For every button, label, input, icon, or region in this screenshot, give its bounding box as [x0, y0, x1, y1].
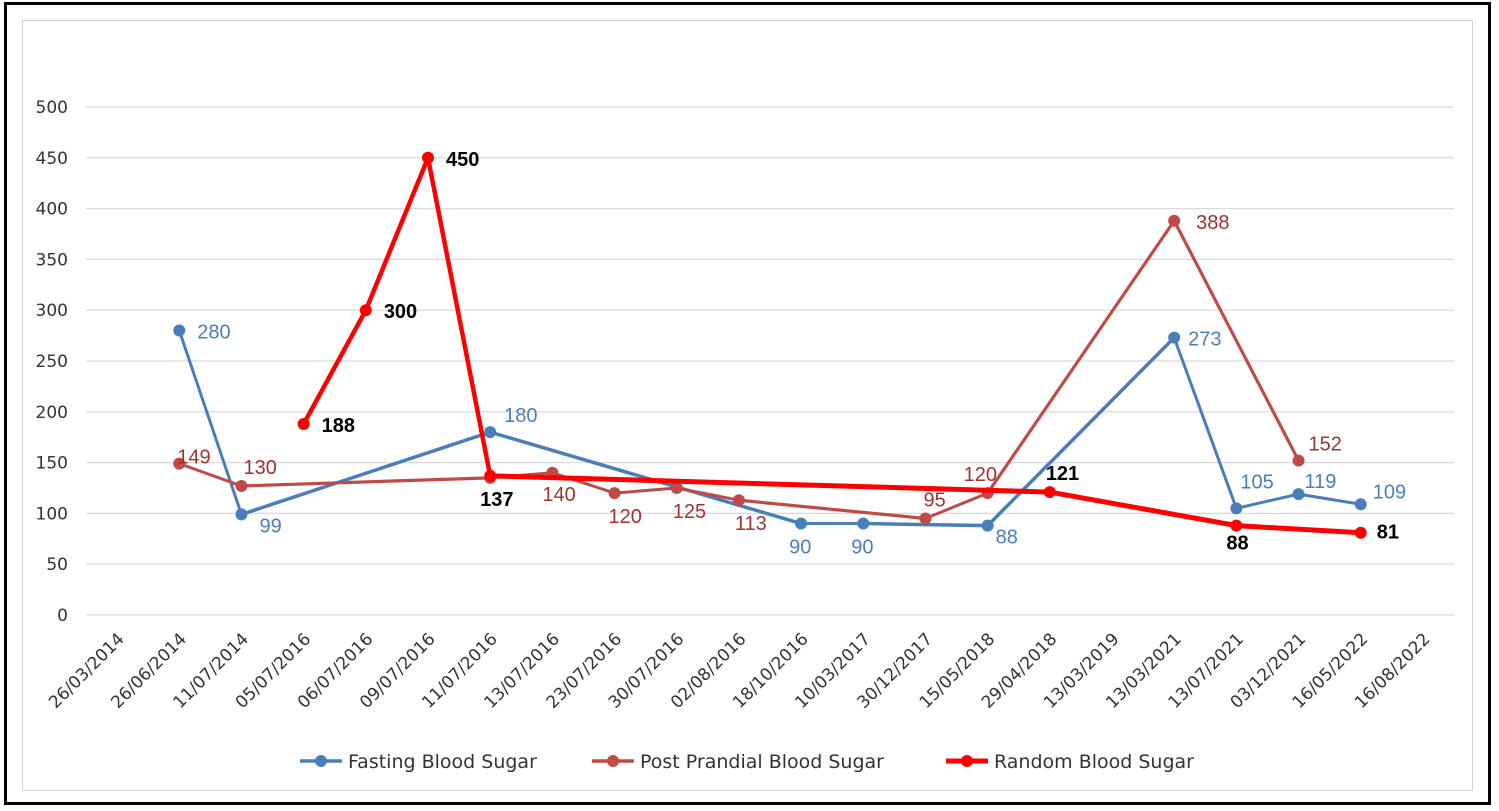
series-line-segment: [985, 335, 1176, 528]
data-label: 120: [609, 506, 642, 528]
data-label: 180: [504, 405, 537, 427]
data-point: [981, 519, 994, 532]
y-tick-label: 0: [57, 606, 68, 626]
y-tick-label: 450: [36, 149, 68, 169]
legend-item: Random Blood Sugar: [946, 751, 1194, 773]
y-tick-label: 500: [36, 98, 68, 118]
legend-marker: [315, 755, 327, 767]
data-point: [1230, 519, 1243, 532]
series-line-segment: [425, 155, 493, 479]
series-line-segment: [1234, 492, 1301, 510]
data-point: [795, 517, 808, 530]
data-label: 152: [1309, 434, 1342, 456]
series-line-segment: [239, 430, 492, 517]
data-label: 137: [480, 489, 513, 511]
data-label: 109: [1373, 481, 1406, 503]
data-point: [732, 494, 745, 507]
series-line-segment: [1172, 219, 1301, 463]
data-point: [484, 426, 497, 439]
y-tick-label: 100: [36, 504, 68, 524]
series-line-segment: [1297, 492, 1363, 506]
series-line-segment: [487, 473, 1053, 495]
data-point: [235, 479, 248, 492]
data-point: [173, 324, 186, 337]
series-random-blood-sugar: 188 300 450 137 121 88 81: [297, 149, 1399, 555]
series-post-prandial-blood-sugar: 149 130 140 120 125 113 95 120 388 152: [173, 212, 1342, 535]
data-label: 90: [851, 537, 873, 559]
series-line-segment: [861, 521, 990, 528]
data-point: [919, 512, 932, 525]
data-label: 99: [259, 515, 281, 537]
series-line-segment: [613, 486, 679, 495]
series-line-segment: [1172, 336, 1238, 510]
data-label: 300: [384, 301, 417, 323]
data-point: [235, 508, 248, 521]
y-tick-label: 350: [36, 250, 68, 270]
data-point: [1354, 498, 1367, 511]
legend-item: Post Prandial Blood Sugar: [592, 751, 884, 773]
legend-marker: [607, 755, 619, 767]
data-label: 149: [177, 447, 210, 469]
data-label: 125: [673, 501, 706, 523]
data-label: 90: [789, 537, 811, 559]
data-point: [1168, 331, 1181, 344]
series-line-segment: [986, 219, 1176, 495]
series-line-segment: [177, 329, 243, 516]
series-line-segment: [239, 476, 492, 488]
series-line-segment: [923, 491, 990, 520]
data-point: [670, 482, 683, 494]
data-label: 81: [1377, 522, 1399, 544]
data-point: [173, 457, 186, 470]
data-point: [297, 417, 310, 430]
data-point: [1043, 486, 1056, 499]
data-point: [608, 487, 621, 500]
data-label: 119: [1305, 471, 1337, 493]
data-point: [484, 469, 497, 482]
legend-marker: [961, 755, 973, 767]
data-point: [1168, 214, 1181, 227]
y-tick-label: 200: [36, 403, 68, 423]
data-point: [1354, 526, 1367, 539]
data-label: 120: [964, 464, 997, 486]
data-label: 95: [923, 489, 945, 511]
data-label: 121: [1046, 463, 1079, 485]
y-tick-label: 300: [36, 301, 68, 321]
data-point: [422, 151, 434, 164]
series-line-segment: [737, 498, 928, 521]
data-label: 388: [1196, 212, 1229, 234]
data-label: 105: [1240, 471, 1273, 493]
y-tick-label: 50: [46, 555, 68, 575]
series-line-segment: [1233, 523, 1364, 536]
y-tick-label: 150: [36, 454, 68, 474]
y-tick-label: 250: [36, 352, 68, 372]
legend-item: Fasting Blood Sugar: [300, 751, 537, 773]
data-label: 280: [197, 322, 230, 344]
data-label: 113: [735, 513, 767, 535]
series-line-segment: [1047, 489, 1239, 529]
data-label: 88: [996, 527, 1018, 549]
chart-frame: [4, 2, 1491, 805]
chart-area: [22, 20, 1473, 791]
series-line-segment: [301, 307, 369, 427]
data-point: [1292, 454, 1305, 467]
data-point: [857, 517, 870, 530]
data-label: 88: [1226, 533, 1248, 555]
data-label: 450: [446, 149, 479, 171]
data-label: 273: [1188, 329, 1221, 351]
legend-label: Post Prandial Blood Sugar: [640, 751, 884, 773]
legend-label: Fasting Blood Sugar: [348, 751, 537, 773]
data-point: [359, 304, 372, 317]
legend-label: Random Blood Sugar: [994, 751, 1194, 773]
series-line-segment: [177, 462, 243, 488]
series-line-segment: [363, 155, 431, 313]
data-label: 140: [542, 484, 575, 506]
data-label: 188: [322, 415, 355, 437]
series-line-segment: [675, 486, 741, 502]
y-tick-label: 400: [36, 200, 68, 220]
data-point: [1230, 502, 1243, 515]
data-point: [1292, 488, 1305, 501]
data-label: 130: [243, 457, 276, 479]
